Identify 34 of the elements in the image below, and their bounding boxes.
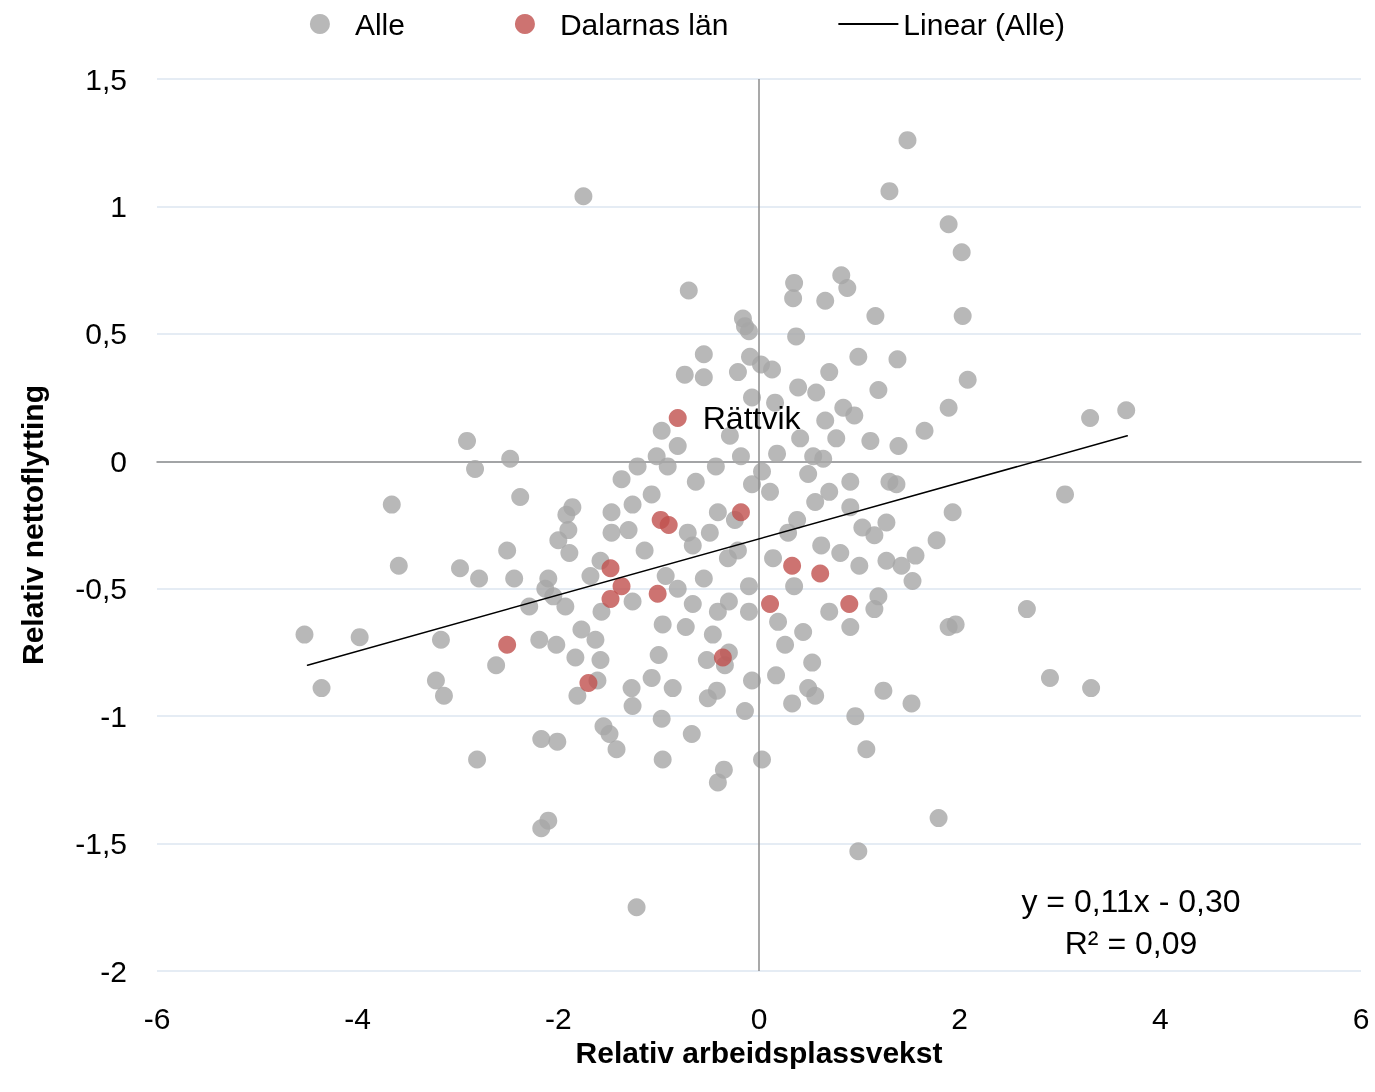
- x-tick-label: -2: [544, 1001, 572, 1035]
- legend-label: Alle: [354, 7, 405, 41]
- x-tick-label: -4: [344, 1001, 372, 1035]
- point: [840, 595, 859, 613]
- y-tick-label: -2: [100, 954, 127, 988]
- legend-label: Dalarnas län: [559, 7, 729, 41]
- x-tick-label: 2: [951, 1001, 969, 1035]
- point: [761, 595, 780, 613]
- legend-label: Linear (Alle): [903, 7, 1066, 41]
- annotation: R² = 0,09: [1064, 925, 1198, 961]
- x-tick-label: 4: [1151, 1001, 1169, 1035]
- x-tick-label: 6: [1352, 1001, 1370, 1035]
- y-tick-label: 1: [110, 189, 127, 223]
- y-tick-label: 1,5: [85, 62, 127, 96]
- y-tick-label: -1,5: [75, 827, 127, 861]
- point: [498, 635, 517, 654]
- point: [601, 559, 620, 578]
- y-tick-label: 0: [110, 444, 127, 478]
- point: [648, 584, 667, 603]
- annotation: y = 0,11x - 0,30: [1021, 883, 1241, 919]
- point: [783, 556, 802, 575]
- y-tick-label: 0,5: [85, 317, 127, 351]
- x-tick-label: -6: [143, 1001, 171, 1035]
- point: [668, 408, 687, 427]
- point: [659, 516, 678, 534]
- y-tick-label: -1: [100, 699, 127, 733]
- y-axis-title: Relativ nettoflytting: [15, 384, 49, 666]
- annotation: Rättvik: [702, 399, 802, 436]
- point: [601, 589, 620, 608]
- x-axis-title: Relativ arbeidsplassvekst: [575, 1036, 943, 1070]
- point: [811, 564, 830, 583]
- point: [612, 577, 631, 596]
- x-tick-label: 0: [750, 1001, 768, 1035]
- y-tick-label: -0,5: [75, 572, 127, 606]
